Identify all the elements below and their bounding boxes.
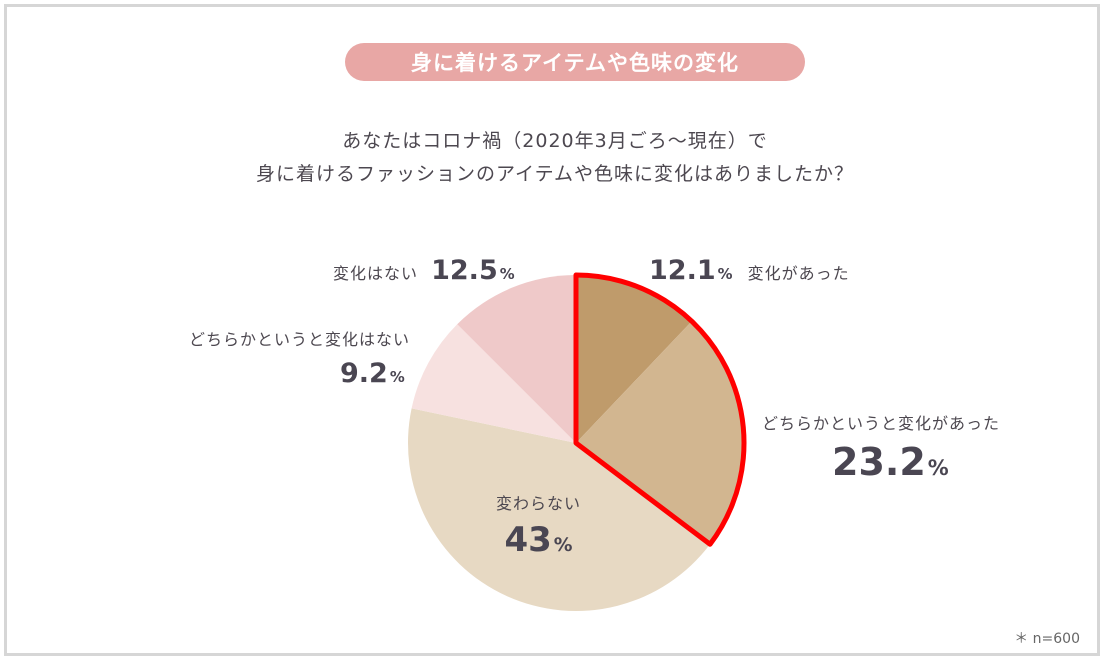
pct-no-change-unit: % — [553, 535, 573, 556]
slice-somewhat-changed — [576, 321, 744, 545]
label-changed: 12.1% 変化があった — [649, 255, 850, 286]
pct-somewhat-changed-unit: % — [927, 456, 949, 480]
pct-somewhat-no-change-unit: % — [389, 368, 405, 386]
cat-not-changed: 変化はない — [333, 264, 419, 283]
sample-size-note: ＊ n=600 — [1014, 631, 1080, 647]
slice-somewhat-no-change — [411, 324, 576, 443]
chart-title: 身に着けるアイテムや色味の変化 — [345, 43, 805, 81]
pct-somewhat-changed-value: 23.2 — [832, 440, 926, 484]
pct-no-change-value: 43 — [504, 520, 552, 560]
label-somewhat-changed: どちらかというと変化があった 23.2% — [762, 410, 1000, 484]
pct-changed-unit: % — [717, 265, 733, 283]
cat-somewhat-no-change: どちらかというと変化はない — [188, 330, 410, 349]
question-line-1: あなたはコロナ禍（2020年3月ごろ〜現在）で — [342, 130, 768, 152]
pct-somewhat-no-change-value: 9.2 — [340, 358, 388, 389]
pct-not-changed-unit: % — [499, 265, 515, 283]
cat-somewhat-changed: どちらかというと変化があった — [762, 414, 1001, 433]
slice-no-change — [408, 408, 711, 611]
highlight-outline — [573, 272, 747, 547]
cat-changed: 変化があった — [747, 264, 850, 283]
slice-changed — [576, 275, 692, 443]
label-no-change: 変わらない 43% — [496, 490, 581, 560]
question-line-2: 身に着けるファッションのアイテムや色味に変化はありましたか？ — [255, 163, 855, 185]
pct-changed-value: 12.1 — [649, 255, 716, 286]
label-somewhat-no-change: どちらかというと変化はない 9.2% — [180, 326, 410, 389]
slice-not-changed — [457, 275, 576, 443]
cat-no-change: 変わらない — [496, 494, 582, 513]
label-not-changed: 変化はない 12.5% — [333, 255, 515, 286]
pct-not-changed-value: 12.5 — [431, 255, 498, 286]
